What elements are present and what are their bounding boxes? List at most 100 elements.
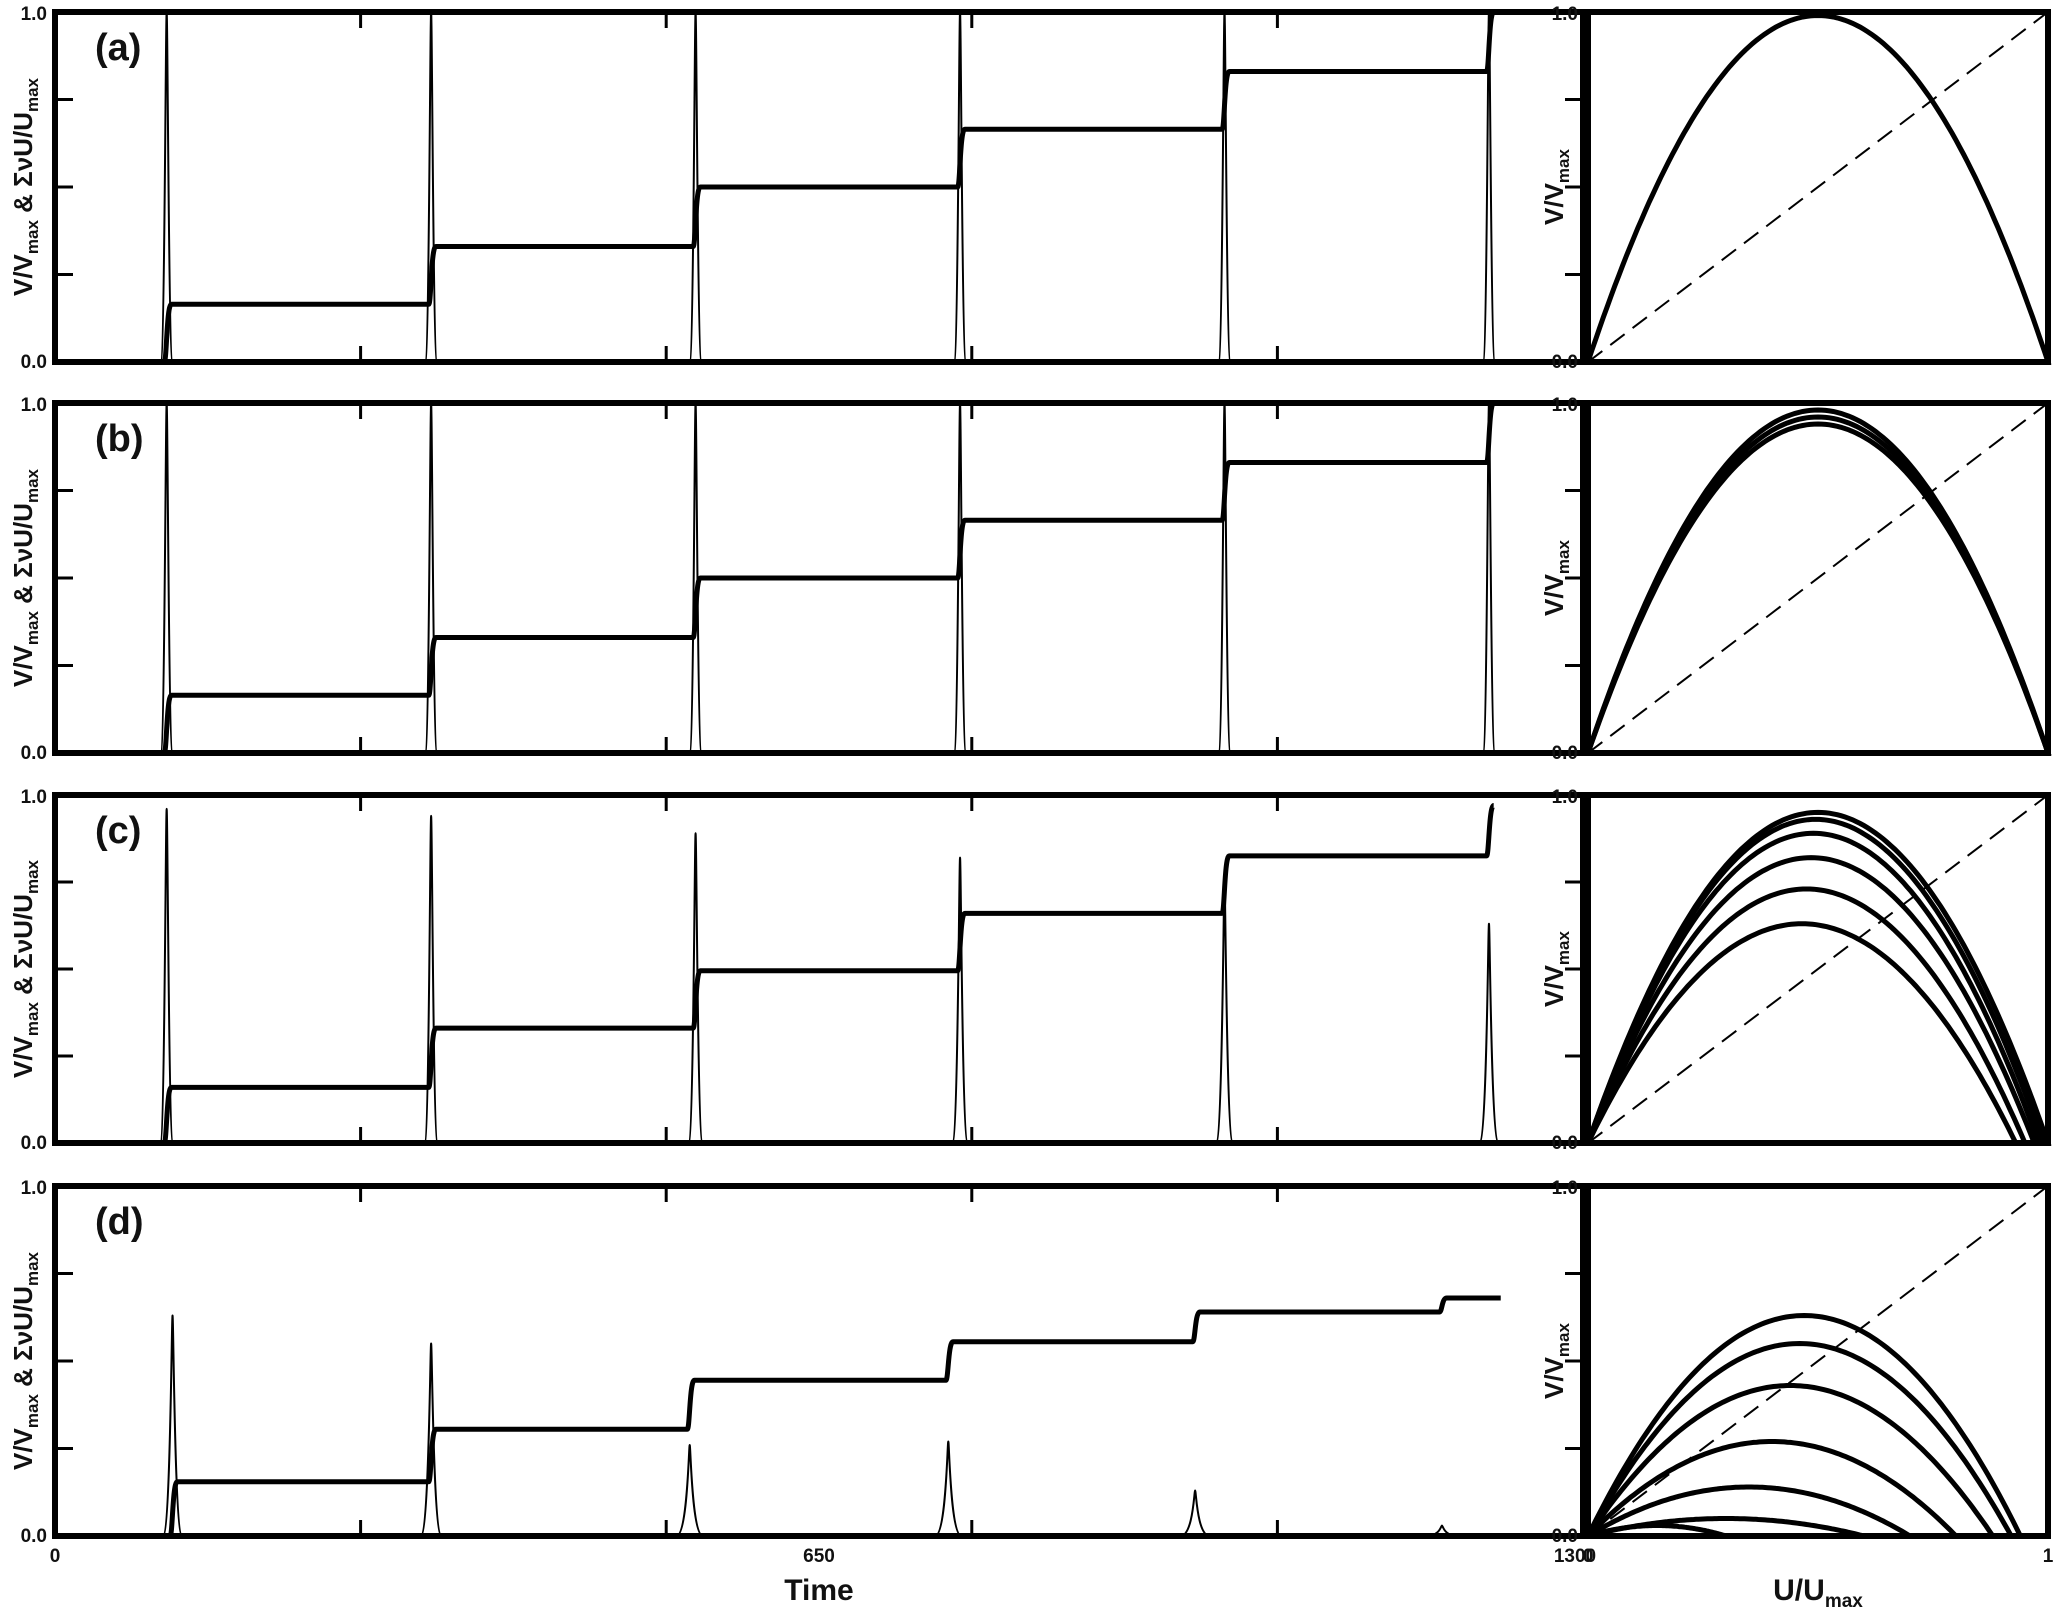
phase-y-axis-title: V/Vmax	[1539, 1322, 1573, 1398]
phase-trajectory-loop	[1585, 421, 2052, 756]
panel-label: (a)	[95, 27, 141, 69]
spike-peak	[953, 401, 968, 754]
phase-y-axis-title: V/Vmax	[1539, 539, 1573, 615]
phase-y-tick-label-1: 1.0	[1552, 395, 1578, 416]
spike-peak	[1217, 10, 1232, 363]
phase-trajectory-loop	[1586, 1484, 1920, 1539]
spike-peak	[1481, 401, 1496, 754]
spike-peak	[675, 1443, 704, 1537]
spike-peak	[159, 10, 174, 363]
spike-peak	[687, 832, 704, 1144]
time-tick-label: 0	[50, 1546, 61, 1567]
subscript: max	[1825, 1591, 1863, 1612]
time-tick-label: 1300	[1554, 1546, 1596, 1567]
y-tick-label-1: 1.0	[21, 395, 47, 416]
phase-y-tick-label-0: 0.0	[1552, 1133, 1578, 1154]
subscript: max	[23, 1251, 42, 1286]
phase-trajectory-loop	[1585, 855, 2038, 1146]
phase-trajectory-loop	[1585, 12, 2052, 365]
panel-label: (b)	[95, 418, 144, 460]
panel-label: (c)	[95, 810, 141, 852]
phase-trajectory-loop	[1585, 1340, 2016, 1539]
identity-diagonal	[1587, 11, 2049, 363]
panel-a: 0.0 1.0 (a) V/Vmax & ΣνU/Umax 0.0 1.0 V/Vmax	[8, 4, 2052, 373]
phase-trajectory-loop	[1585, 830, 2043, 1146]
phase-y-axis-title: V/Vmax	[1539, 930, 1573, 1006]
phase-y-tick-label-1: 1.0	[1552, 1178, 1578, 1199]
y-tick-label-1: 1.0	[21, 1178, 47, 1199]
y-axis-title: V/Vmax & ΣνU/Umax	[8, 1251, 42, 1470]
phase-trajectory-loop	[1587, 1523, 1727, 1539]
identity-diagonal	[1587, 794, 2049, 1144]
label-part: V/V	[8, 1427, 38, 1470]
subscript: max	[23, 1394, 42, 1429]
y-tick-label-0: 0.0	[21, 1526, 47, 1547]
y-tick-label-0: 0.0	[21, 1133, 47, 1154]
phase-trajectory-loop	[1585, 1312, 2025, 1539]
spike-peak	[424, 401, 439, 754]
subscript: max	[1554, 148, 1573, 183]
phase-y-tick-label-1: 1.0	[1552, 4, 1578, 25]
phase-y-axis-title: V/Vmax	[1539, 148, 1573, 224]
phase-y-tick-label-0: 0.0	[1552, 1526, 1578, 1547]
phase-trajectory-loop	[1585, 886, 2029, 1146]
panel-label: (d)	[95, 1201, 144, 1243]
spike-peak	[1180, 1489, 1211, 1537]
label-part: U/U	[1773, 1574, 1825, 1607]
spike-peak	[423, 814, 439, 1144]
phase-trajectory-loop	[1586, 1439, 1963, 1539]
spike-peak	[688, 10, 703, 363]
label-part: V/V	[1539, 573, 1569, 616]
spike-peak	[159, 807, 175, 1144]
subscript: max	[23, 611, 42, 646]
label-part: & ΣνU/U	[8, 894, 38, 1002]
label-part: & ΣνU/U	[8, 1286, 38, 1394]
label-part: V/V	[8, 644, 38, 687]
y-tick-label-0: 0.0	[21, 352, 47, 373]
label-part: & ΣνU/U	[8, 503, 38, 611]
phase-y-tick-label-0: 0.0	[1552, 352, 1578, 373]
y-axis-title: V/Vmax & ΣνU/Umax	[8, 468, 42, 687]
y-tick-label-1: 1.0	[21, 787, 47, 808]
spike-peak	[161, 1314, 184, 1537]
subscript: max	[23, 220, 42, 255]
phase-x-axis-title: U/Umax	[1773, 1574, 1863, 1612]
y-tick-label-1: 1.0	[21, 4, 47, 25]
label-part: V/V	[8, 1035, 38, 1078]
spike-peak	[934, 1440, 963, 1537]
spike-peak	[1215, 880, 1234, 1144]
phase-y-tick-label-1: 1.0	[1552, 787, 1578, 808]
y-axis-title: V/Vmax & ΣνU/Umax	[8, 859, 42, 1078]
subscript: max	[23, 77, 42, 112]
identity-diagonal	[1587, 1185, 2049, 1537]
spike-peak	[953, 10, 968, 363]
spike-peak	[1478, 922, 1500, 1144]
phase-trajectory-loop	[1585, 816, 2047, 1146]
y-axis-title: V/Vmax & ΣνU/Umax	[8, 77, 42, 296]
spike-peak	[159, 401, 174, 754]
identity-diagonal	[1587, 402, 2049, 754]
cumulative-staircase-line	[55, 9, 1497, 365]
label-part: & ΣνU/U	[8, 112, 38, 220]
subscript: max	[1554, 539, 1573, 574]
spike-peak	[419, 1342, 443, 1537]
spike-peak	[1217, 401, 1232, 754]
phase-trajectory-loop	[1585, 1383, 1998, 1539]
cumulative-staircase-line	[55, 400, 1497, 756]
label-part: V/V	[1539, 964, 1569, 1007]
phase-y-tick-label-0: 0.0	[1552, 743, 1578, 764]
subscript: max	[23, 468, 42, 503]
phase-trajectory-loop	[1585, 921, 2020, 1146]
y-tick-label-0: 0.0	[21, 743, 47, 764]
subscript: max	[1554, 930, 1573, 965]
spike-peak	[424, 10, 439, 363]
subscript: max	[23, 1002, 42, 1037]
subscript: max	[1554, 1322, 1573, 1357]
phase-x-tick-label: 0	[1583, 1546, 1594, 1567]
time-axis-title: Time	[784, 1574, 853, 1607]
spike-peak	[688, 401, 703, 754]
